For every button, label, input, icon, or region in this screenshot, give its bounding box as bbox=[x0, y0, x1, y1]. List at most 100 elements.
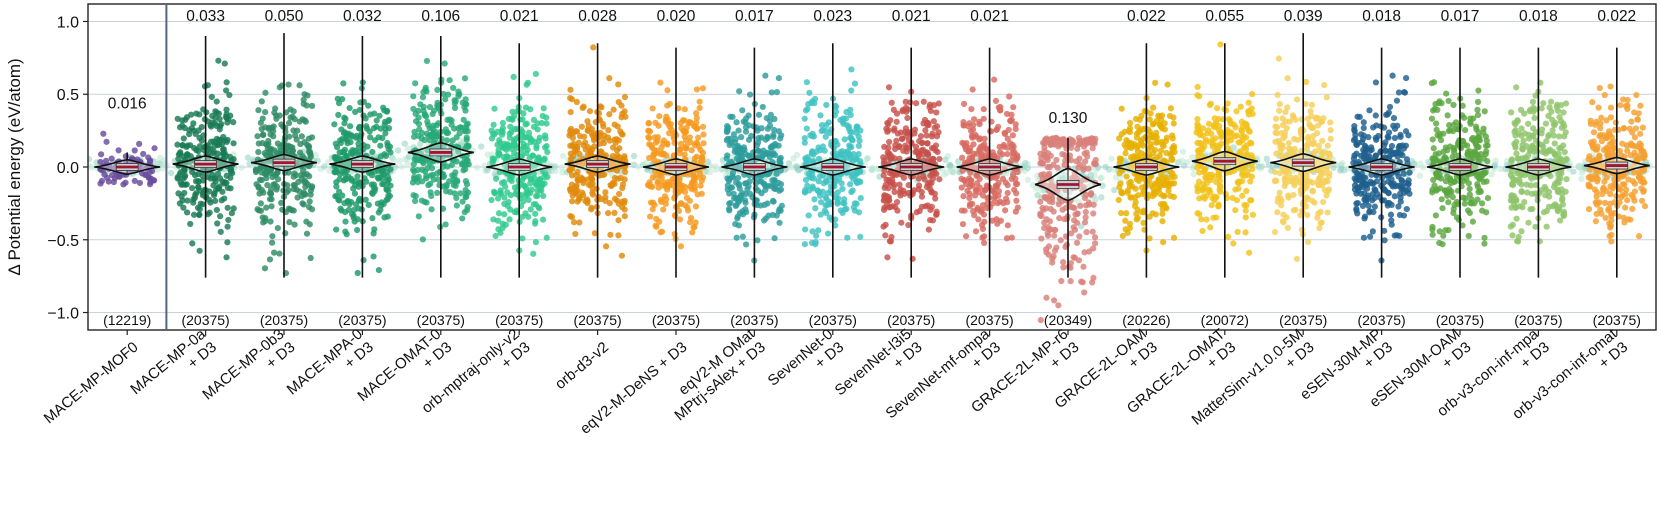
data-point bbox=[770, 150, 777, 157]
core-point bbox=[1108, 155, 1115, 162]
data-point bbox=[351, 190, 359, 197]
data-point bbox=[528, 186, 535, 193]
core-point bbox=[238, 164, 245, 171]
data-point bbox=[890, 106, 897, 113]
data-point bbox=[621, 168, 629, 176]
data-point bbox=[259, 115, 266, 122]
data-point bbox=[926, 104, 933, 111]
data-point bbox=[744, 186, 751, 193]
data-point bbox=[595, 193, 602, 200]
data-point bbox=[610, 106, 617, 113]
data-point bbox=[360, 257, 367, 264]
data-point bbox=[687, 214, 695, 222]
data-point bbox=[757, 202, 764, 209]
data-point bbox=[433, 122, 440, 129]
data-point bbox=[727, 184, 734, 192]
data-point bbox=[488, 196, 495, 204]
data-point bbox=[1013, 156, 1020, 163]
data-point bbox=[342, 136, 349, 143]
data-point bbox=[837, 151, 844, 158]
data-point bbox=[376, 112, 383, 119]
data-point bbox=[412, 118, 420, 125]
data-point bbox=[1060, 259, 1067, 266]
data-point bbox=[606, 111, 613, 118]
data-point bbox=[979, 225, 987, 233]
data-point bbox=[1059, 206, 1066, 213]
data-point bbox=[884, 254, 891, 261]
data-point bbox=[462, 101, 469, 108]
data-point bbox=[1056, 215, 1063, 222]
core-point bbox=[88, 162, 92, 169]
data-point bbox=[932, 195, 939, 202]
model-group bbox=[88, 130, 175, 188]
data-point bbox=[1119, 232, 1126, 240]
data-point bbox=[903, 133, 910, 140]
data-point bbox=[224, 184, 231, 192]
data-point bbox=[691, 223, 698, 230]
data-point bbox=[430, 107, 438, 114]
data-point bbox=[958, 184, 965, 191]
data-point bbox=[115, 147, 122, 154]
data-point bbox=[891, 188, 898, 196]
data-point bbox=[444, 91, 452, 98]
data-point bbox=[216, 175, 224, 182]
data-point bbox=[1004, 199, 1011, 206]
data-point bbox=[530, 250, 537, 257]
data-point bbox=[621, 93, 629, 101]
data-point bbox=[589, 146, 596, 153]
data-point bbox=[343, 175, 350, 183]
data-point bbox=[490, 157, 497, 164]
data-point bbox=[273, 115, 280, 122]
model-group bbox=[317, 79, 427, 277]
data-point bbox=[645, 127, 652, 134]
data-point bbox=[297, 140, 304, 148]
data-point bbox=[671, 193, 678, 200]
data-point bbox=[334, 95, 341, 102]
data-point bbox=[1147, 140, 1154, 148]
data-point bbox=[501, 144, 508, 152]
data-point bbox=[924, 140, 931, 147]
data-point bbox=[616, 145, 623, 152]
data-point bbox=[225, 116, 232, 123]
data-point bbox=[888, 99, 895, 106]
data-point bbox=[919, 146, 927, 153]
data-point bbox=[682, 202, 689, 209]
data-point bbox=[959, 221, 967, 228]
core-point bbox=[390, 157, 398, 164]
data-point bbox=[1047, 152, 1054, 159]
data-point bbox=[588, 125, 596, 133]
data-point bbox=[923, 183, 930, 191]
data-point bbox=[765, 183, 772, 190]
data-point bbox=[337, 137, 344, 144]
data-point bbox=[341, 129, 348, 136]
data-point bbox=[848, 87, 855, 94]
data-point bbox=[1151, 146, 1159, 154]
data-point bbox=[219, 188, 226, 195]
data-point bbox=[136, 179, 143, 187]
data-point bbox=[615, 217, 622, 224]
data-point bbox=[222, 152, 230, 159]
data-point bbox=[885, 84, 893, 91]
data-point bbox=[352, 182, 359, 189]
data-point bbox=[960, 122, 967, 129]
data-point bbox=[851, 80, 859, 87]
data-point bbox=[607, 231, 614, 238]
data-point bbox=[693, 110, 700, 117]
data-point bbox=[736, 185, 743, 192]
data-point bbox=[582, 139, 589, 146]
data-point bbox=[189, 240, 196, 247]
data-point bbox=[1152, 79, 1159, 86]
core-point bbox=[1190, 170, 1198, 178]
data-point bbox=[274, 225, 281, 232]
data-point bbox=[846, 181, 854, 188]
data-point bbox=[411, 197, 419, 205]
core-point bbox=[559, 152, 567, 160]
data-point bbox=[1073, 239, 1081, 246]
data-point bbox=[377, 142, 384, 149]
data-point bbox=[336, 176, 343, 183]
data-point bbox=[971, 192, 979, 199]
data-point bbox=[223, 79, 230, 86]
data-point bbox=[522, 210, 529, 217]
data-point bbox=[304, 92, 311, 99]
data-point bbox=[382, 152, 390, 159]
